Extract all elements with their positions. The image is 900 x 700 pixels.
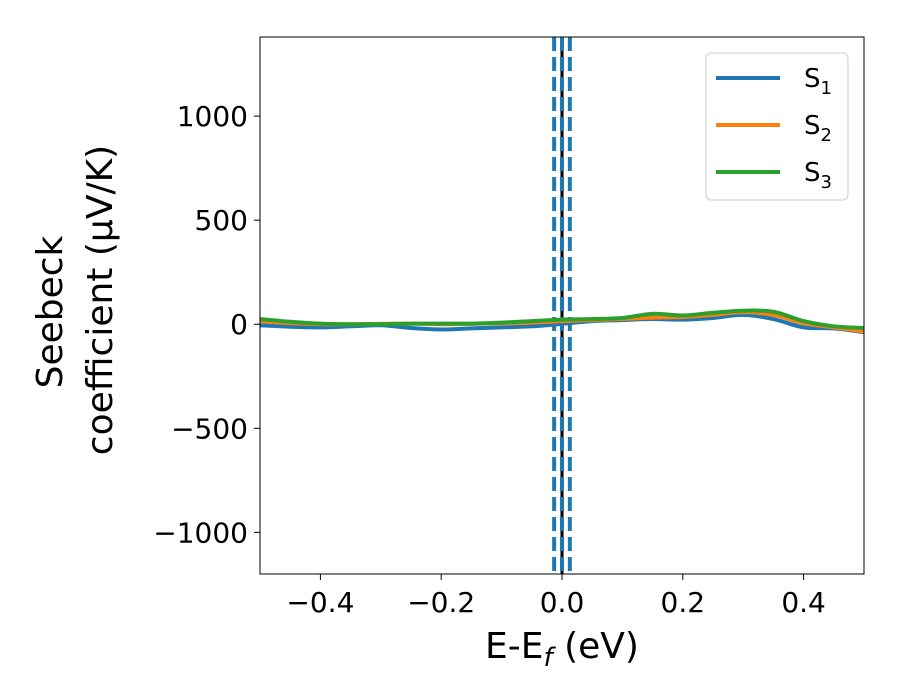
y-axis-label: Seebeck coefficient (μV/K) — [30, 145, 121, 455]
legend-label-s2: S2 — [804, 111, 832, 146]
x-tick-label: −0.4 — [286, 586, 354, 619]
x-tick-label: 0.4 — [781, 586, 826, 619]
series-layer — [260, 308, 864, 335]
legend-label-s1: S1 — [804, 64, 832, 99]
x-axis-label-unit: (eV) — [553, 626, 639, 667]
legend-label-s3: S3 — [804, 158, 832, 193]
series-line-s3 — [260, 308, 864, 330]
x-axis-label: E-Ef (eV) — [485, 626, 639, 673]
y-tick-label: 0 — [230, 308, 248, 341]
x-tick-label: 0.2 — [661, 586, 706, 619]
reference-lines — [552, 37, 572, 574]
y-tick-label: −500 — [171, 412, 248, 445]
x-tick-label: 0.0 — [540, 586, 585, 619]
x-axis: −0.4 −0.2 0.0 0.2 0.4 — [286, 574, 826, 619]
y-axis-label-line2: coefficient (μV/K) — [80, 145, 121, 455]
y-tick-label: −1000 — [153, 516, 248, 549]
x-tick-label: −0.2 — [407, 586, 475, 619]
y-axis-label-line1: Seebeck — [30, 235, 71, 388]
legend: S1 S2 S3 — [705, 52, 849, 201]
x-axis-label-main: E-E — [485, 626, 543, 667]
y-axis: −1000 −500 0 500 1000 — [153, 100, 260, 549]
y-tick-label: 1000 — [177, 100, 248, 133]
y-tick-label: 500 — [195, 204, 248, 237]
